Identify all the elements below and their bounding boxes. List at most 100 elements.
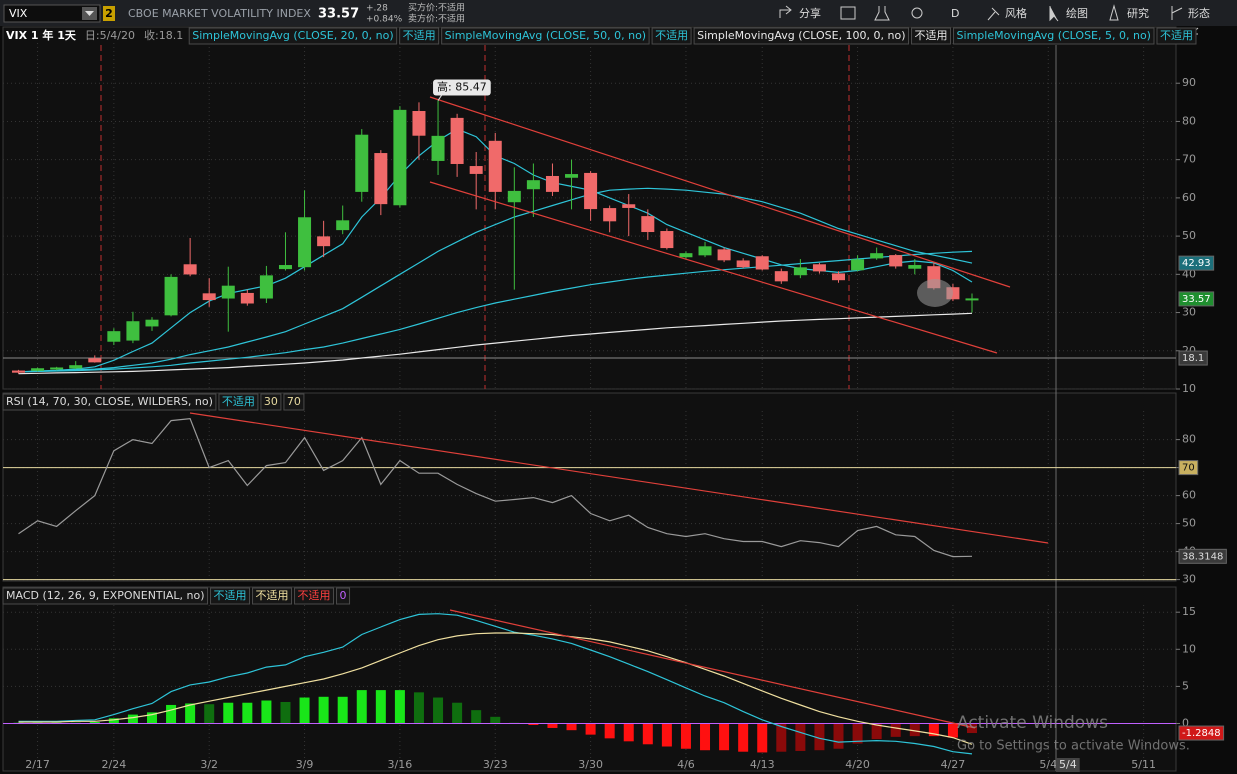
legend-box [188, 27, 398, 45]
histogram-bar [719, 723, 730, 751]
dropdown-arrow [85, 11, 94, 16]
candle-body [259, 275, 273, 299]
y-tick-label: 10 [1182, 382, 1196, 395]
legend-box [210, 587, 251, 605]
series-line [18, 187, 973, 373]
toolbar-button[interactable]: 风格 [1005, 6, 1027, 20]
histogram-bar [833, 723, 844, 749]
symbol-input[interactable] [3, 4, 101, 23]
candle-body [412, 111, 426, 136]
legend-box [441, 27, 650, 45]
histogram-bar [280, 701, 291, 724]
legend-box [294, 587, 335, 605]
candle-body [12, 370, 25, 373]
share-icon[interactable] [779, 5, 792, 18]
macd-panel [2, 586, 1177, 772]
candle-body [832, 273, 846, 281]
link-badge[interactable] [103, 6, 115, 21]
y-tick-label: 0 [1182, 717, 1189, 730]
histogram-bar [337, 696, 348, 724]
ask: 卖方价:不适用 [408, 13, 465, 25]
candle-body [603, 208, 617, 222]
candle-body [679, 253, 693, 258]
legend-item: 不适用 [1160, 29, 1193, 42]
study-icon[interactable] [1109, 4, 1119, 21]
toolbar-button[interactable]: D [951, 7, 959, 20]
toolbar-button[interactable]: 绘图 [1066, 6, 1088, 20]
legend-item: 不适用 [655, 29, 688, 42]
y-tick-label: 60 [1182, 191, 1196, 204]
series-line [18, 613, 973, 755]
x-tick-label: 3/30 [578, 758, 603, 771]
legend-item: 30 [264, 395, 278, 408]
series-tag-bg [1178, 255, 1215, 271]
legend-box [693, 27, 910, 45]
histogram-bar [909, 723, 920, 737]
histogram-bar [261, 700, 272, 724]
x-tick-label: 5/11 [1131, 758, 1156, 771]
y-tick-label: 5 [1182, 679, 1189, 692]
legend-item: SimpleMovingAvg (CLOSE, 20, 0, no) [192, 29, 393, 42]
style-icon[interactable] [987, 7, 1000, 21]
candle-body [31, 368, 45, 371]
histogram-bar [700, 723, 711, 751]
x-cursor-label: 5/4 [1059, 758, 1077, 771]
legend-box [953, 27, 1155, 45]
pattern-icon[interactable] [1171, 6, 1183, 20]
draw-icon[interactable] [1049, 6, 1059, 22]
histogram-bar [738, 723, 749, 752]
x-tick-label: 4/27 [941, 758, 966, 771]
histogram-bar [871, 723, 882, 740]
series-line [18, 312, 973, 375]
candle-body [298, 217, 312, 268]
candle-body [793, 267, 807, 276]
candle-body [240, 292, 254, 304]
date-markers [100, 45, 850, 389]
legend-box [218, 393, 259, 411]
description: CBOE MARKET VOLATILITY INDEX [128, 7, 311, 20]
toolbar-button[interactable]: 分享 [799, 6, 821, 20]
histogram-bar [528, 723, 539, 725]
flask-icon[interactable] [874, 6, 890, 21]
level-tag: 70 [1182, 463, 1195, 474]
histogram-bar [967, 723, 977, 734]
trendline [449, 609, 976, 729]
candle-body [431, 135, 445, 161]
y-tick-label: 80 [1182, 433, 1196, 446]
pct-change: +0.84% [366, 15, 403, 25]
histogram-bar [928, 723, 939, 737]
symbol[interactable]: VIX [9, 7, 28, 20]
legend-box [252, 587, 293, 605]
x-tick-label: 2/24 [101, 758, 126, 771]
candle-body [641, 216, 655, 233]
watermark-text: Go to Settings to activate Windows. [957, 739, 1190, 754]
candle-body [851, 259, 865, 271]
settings-icon[interactable] [911, 7, 923, 19]
candle-body [565, 174, 579, 178]
histogram-bar [661, 723, 672, 747]
toolbar-button[interactable]: 形态 [1188, 7, 1210, 20]
level-tag-bg [1178, 460, 1199, 476]
series-tag-bg [1178, 548, 1227, 564]
header-bar [0, 0, 1237, 26]
y-tick-label: 30 [1182, 306, 1196, 319]
candle-body [908, 265, 922, 269]
toolbar-button[interactable]: 研究 [1127, 6, 1149, 20]
y-tick-label: 70 [1182, 153, 1196, 166]
highlight-circle [917, 279, 953, 307]
histogram-bar [375, 690, 386, 724]
last-price-tag-bg [1178, 291, 1215, 307]
snapshot-icon[interactable] [840, 6, 856, 20]
legend-item: 0 [340, 589, 347, 602]
candle-body [870, 253, 884, 259]
x-tick-label: 3/16 [388, 758, 413, 771]
candle-body [736, 260, 750, 268]
legend-item: 不适用 [222, 395, 255, 408]
candle-body [221, 285, 235, 299]
candle-body [965, 298, 979, 301]
candle-body [545, 175, 559, 192]
legend-item: SimpleMovingAvg (CLOSE, 5, 0, no) [957, 29, 1151, 42]
candle-body [317, 236, 331, 247]
histogram-bar [394, 690, 405, 724]
